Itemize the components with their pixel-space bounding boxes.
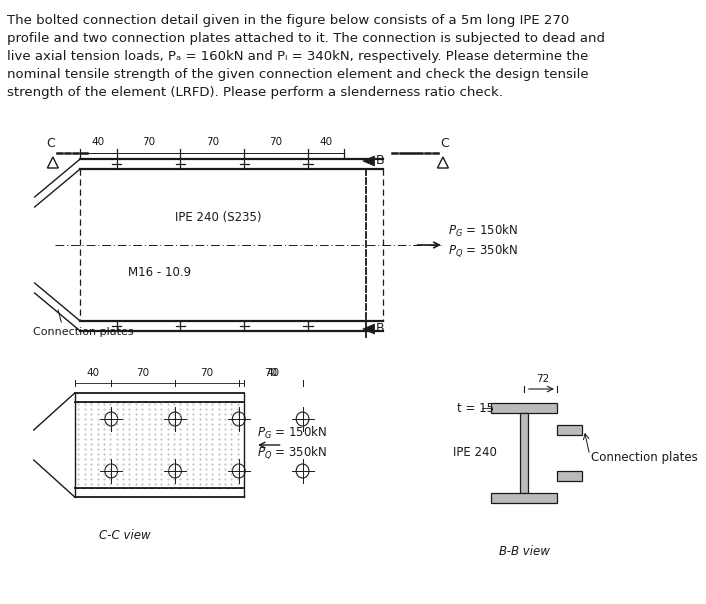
Text: 40: 40	[320, 137, 333, 147]
Text: 70: 70	[201, 368, 213, 378]
Text: 70: 70	[205, 137, 219, 147]
Text: Connection plates: Connection plates	[32, 327, 133, 337]
Text: C: C	[441, 137, 449, 150]
Bar	[491, 403, 557, 413]
Text: B: B	[376, 323, 384, 335]
Text: $P_G$ = 150kN: $P_G$ = 150kN	[257, 425, 327, 441]
Text: $P_G$ = 150kN: $P_G$ = 150kN	[448, 223, 518, 239]
Text: live axial tension loads, Pₐ = 160kN and Pₗ = 340kN, respectively. Please determ: live axial tension loads, Pₐ = 160kN and…	[7, 50, 589, 63]
Text: The bolted connection detail given in the figure below consists of a 5m long IPE: The bolted connection detail given in th…	[7, 14, 570, 27]
Text: 40: 40	[267, 368, 280, 378]
Bar	[557, 471, 582, 481]
Text: nominal tensile strength of the given connection element and check the design te: nominal tensile strength of the given co…	[7, 68, 589, 81]
Text: $P_Q$ = 350kN: $P_Q$ = 350kN	[448, 243, 518, 259]
Text: M16 - 10.9: M16 - 10.9	[128, 266, 191, 280]
Text: Connection plates: Connection plates	[592, 451, 698, 463]
Text: 70: 70	[264, 368, 277, 378]
Text: profile and two connection plates attached to it. The connection is subjected to: profile and two connection plates attach…	[7, 32, 605, 45]
Text: B-B view: B-B view	[498, 545, 549, 558]
Text: 70: 70	[142, 137, 155, 147]
Text: 40: 40	[92, 137, 105, 147]
Bar	[557, 425, 582, 435]
Polygon shape	[363, 156, 375, 166]
Text: 70: 70	[136, 368, 150, 378]
Text: 70: 70	[270, 137, 282, 147]
Text: strength of the element (LRFD). Please perform a slenderness ratio check.: strength of the element (LRFD). Please p…	[7, 86, 503, 99]
Text: 40: 40	[86, 368, 100, 378]
Text: 72: 72	[537, 374, 550, 384]
Text: t = 15: t = 15	[457, 402, 493, 414]
Text: IPE 240: IPE 240	[453, 446, 497, 460]
Text: $P_Q$ = 350kN: $P_Q$ = 350kN	[257, 445, 327, 461]
Polygon shape	[363, 324, 375, 334]
Text: IPE 240 (S235): IPE 240 (S235)	[176, 211, 262, 223]
Text: B: B	[376, 155, 384, 167]
Bar	[520, 413, 528, 493]
Bar	[491, 493, 557, 503]
Text: C-C view: C-C view	[99, 529, 150, 542]
Text: C: C	[47, 137, 55, 150]
